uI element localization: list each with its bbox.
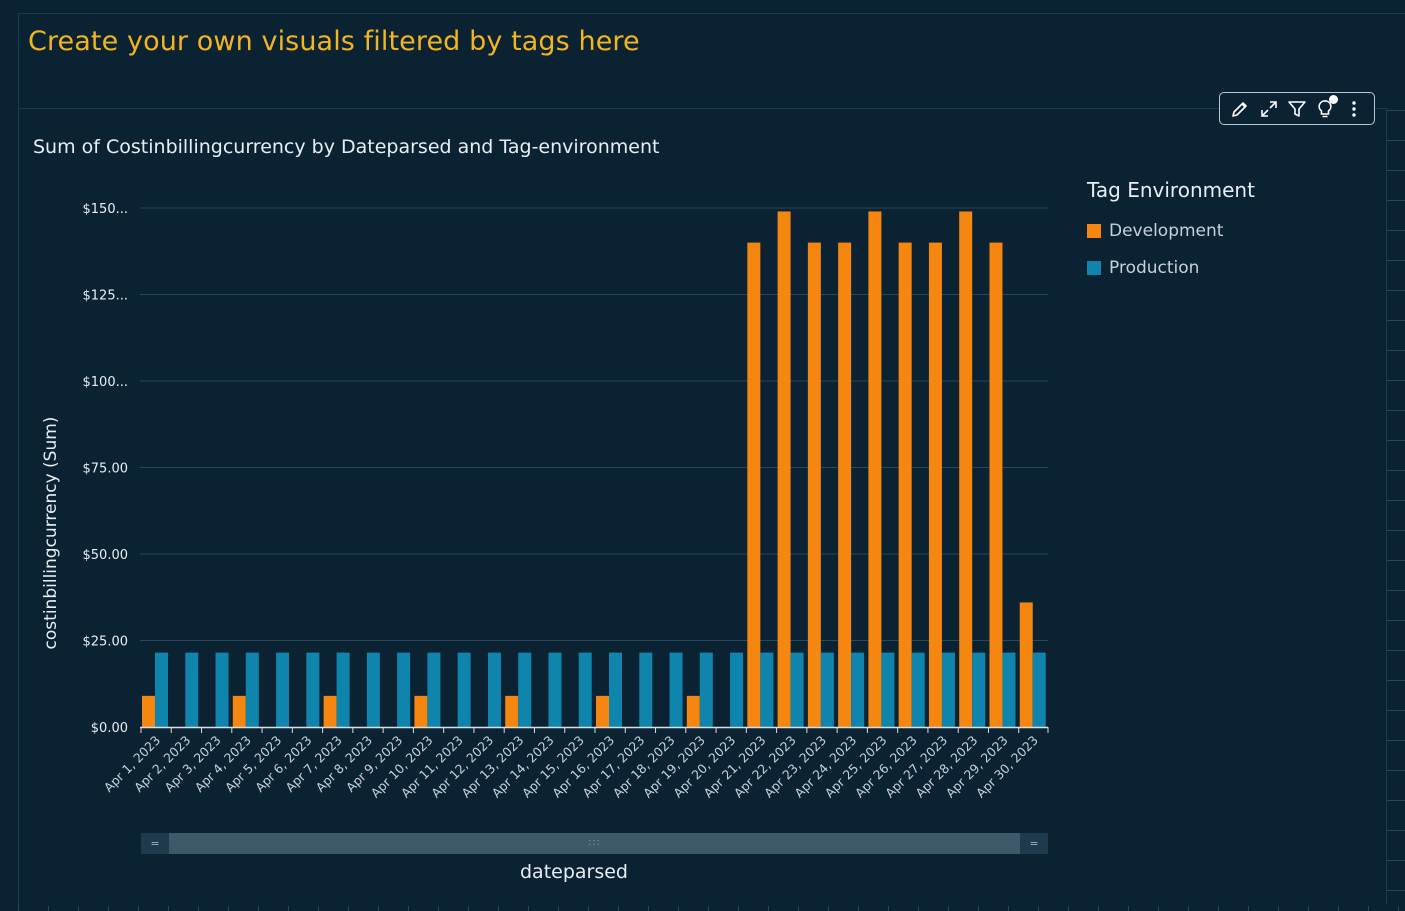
y-tick-label: $50.00 <box>83 548 129 563</box>
sheet-top-border <box>18 13 1405 14</box>
bar-development <box>777 211 791 727</box>
legend: Tag Environment Development Production <box>1087 178 1255 295</box>
bar-development <box>959 211 973 727</box>
bar-development <box>686 695 700 727</box>
scroll-handle-right[interactable]: = <box>1029 837 1039 850</box>
bar-production <box>245 652 259 727</box>
bar-production <box>397 652 411 727</box>
bar-production <box>730 652 744 727</box>
horizontal-scrollbar[interactable]: = ::: = <box>141 833 1048 854</box>
bar-production <box>1032 652 1046 727</box>
bar-production <box>1002 652 1016 727</box>
bar-production <box>548 652 562 727</box>
bar-production <box>276 652 290 727</box>
sheet-heading: Create your own visuals filtered by tags… <box>28 26 640 57</box>
bar-production <box>336 652 350 727</box>
sheet-left-border <box>18 13 19 911</box>
legend-label: Development <box>1109 221 1224 241</box>
bar-development <box>989 242 1003 727</box>
legend-swatch-production <box>1087 261 1101 275</box>
bar-development <box>414 695 428 727</box>
legend-label: Production <box>1109 258 1200 278</box>
legend-item-development[interactable]: Development <box>1087 221 1255 241</box>
visual-card[interactable] <box>18 108 1387 904</box>
bar-production <box>790 652 804 727</box>
bar-production <box>215 652 229 727</box>
y-tick-label: $0.00 <box>91 721 128 736</box>
more-icon[interactable] <box>1343 98 1365 120</box>
layout-grid-right <box>1387 110 1405 911</box>
bar-production <box>609 652 622 727</box>
bar-development <box>232 695 246 727</box>
bar-production <box>972 652 986 727</box>
bar-production <box>427 652 441 727</box>
bar-production <box>366 652 380 727</box>
bar-development <box>898 242 912 727</box>
scroll-handle-left[interactable]: = <box>150 837 160 850</box>
bar-production <box>578 652 592 727</box>
bar-production <box>185 652 199 727</box>
bar-development <box>928 242 942 727</box>
legend-title: Tag Environment <box>1087 178 1255 202</box>
expand-icon[interactable] <box>1258 98 1280 120</box>
legend-swatch-development <box>1087 224 1101 238</box>
filter-icon[interactable] <box>1286 98 1308 120</box>
y-axis-label: costinbillingcurrency (Sum) <box>41 417 61 650</box>
bar-development <box>1019 602 1033 727</box>
grip-icon: ::: <box>587 837 602 848</box>
bar-development <box>142 695 155 727</box>
bar-production <box>487 652 501 727</box>
bar-production <box>639 652 653 727</box>
bar-production <box>820 652 834 727</box>
bar-production <box>457 652 471 727</box>
bar-development <box>596 695 609 727</box>
bar-production <box>911 652 925 727</box>
insight-icon[interactable] <box>1314 94 1339 120</box>
edit-icon[interactable] <box>1229 98 1251 120</box>
bar-production <box>669 652 683 727</box>
bar-production <box>851 652 865 727</box>
bar-production <box>155 652 168 727</box>
bar-development <box>747 242 761 727</box>
y-tick-label: $125... <box>83 289 128 304</box>
notification-dot <box>1329 94 1339 104</box>
bar-production <box>518 652 532 727</box>
y-tick-label: $75.00 <box>83 462 129 477</box>
visual-menu <box>1219 92 1375 125</box>
bar-production <box>306 652 320 727</box>
bar-development <box>838 242 852 727</box>
scroll-thumb[interactable]: ::: <box>169 833 1020 854</box>
bar-development <box>323 695 337 727</box>
bar-development <box>868 211 882 727</box>
bar-development <box>807 242 821 727</box>
bar-production <box>699 652 713 727</box>
y-tick-label: $100... <box>83 375 128 390</box>
bar-production <box>881 652 895 727</box>
chart-title: Sum of Costinbillingcurrency by Datepars… <box>33 136 660 158</box>
bar-development <box>505 695 519 727</box>
y-tick-label: $25.00 <box>83 635 129 650</box>
bar-production <box>760 652 774 727</box>
layout-grid-bottom <box>18 906 1405 911</box>
x-axis-label: dateparsed <box>519 861 628 883</box>
y-tick-label: $150... <box>83 202 128 217</box>
bar-production <box>941 652 955 727</box>
legend-item-production[interactable]: Production <box>1087 258 1255 278</box>
